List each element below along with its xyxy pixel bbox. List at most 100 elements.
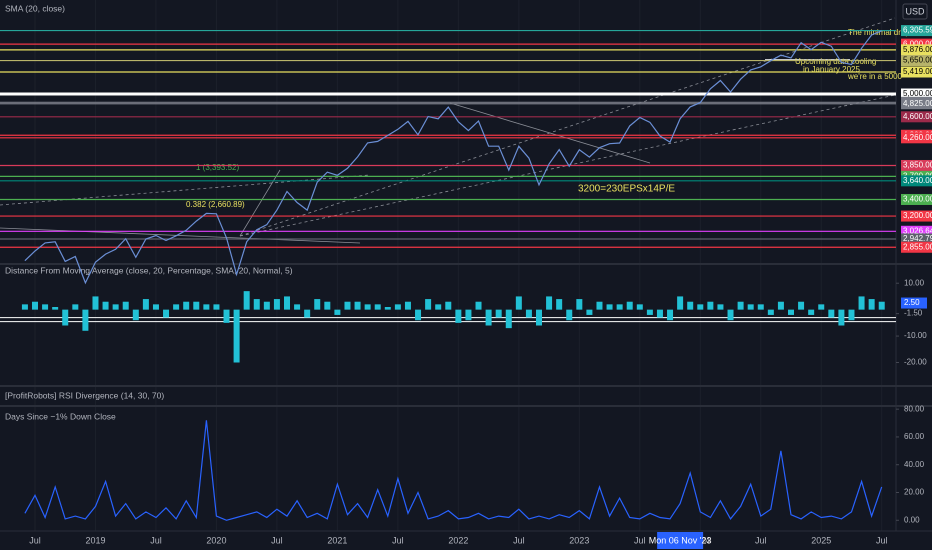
currency[interactable]: USD [905, 6, 925, 16]
bar [717, 304, 724, 310]
crosshair-label: Mon 06 Nov '23 [649, 535, 712, 545]
x-tick-label: 2023 [569, 535, 589, 545]
bar [203, 304, 210, 310]
price-label: 3,200.00 [903, 211, 932, 220]
bar [193, 301, 200, 310]
bar [475, 301, 482, 310]
bar [596, 301, 603, 310]
bar [777, 301, 784, 310]
x-tick-label: Jul [271, 535, 283, 545]
annotation: Upcoming data cooling [795, 57, 876, 66]
x-tick-label: Jul [634, 535, 646, 545]
price-label-box [901, 132, 932, 144]
bar [284, 296, 290, 310]
crosshair-box [657, 532, 704, 549]
y-tick-label: 60.00 [904, 432, 925, 441]
annotation: in January 2025 [803, 65, 860, 74]
bar [173, 304, 180, 310]
currency-box[interactable] [902, 3, 928, 20]
bar [465, 309, 472, 321]
x-tick-label: 2025 [811, 535, 831, 545]
bar [21, 304, 28, 310]
bar [294, 304, 301, 310]
bar [737, 301, 744, 310]
bar [536, 309, 542, 326]
bar [788, 309, 794, 315]
price-label-box [901, 55, 932, 67]
price-label: 4,825.00 [903, 99, 932, 108]
x-tick-label: Jul [755, 535, 767, 545]
price-label: 2,942.79 [903, 234, 932, 243]
price-label: 5,000.00 [903, 89, 932, 98]
bar [233, 309, 240, 363]
bar [213, 304, 220, 310]
bar [767, 309, 774, 315]
bar [152, 304, 159, 310]
bar [324, 301, 331, 310]
annotation: 1 (3,393.52) [196, 163, 239, 172]
price-label-box [901, 88, 932, 100]
bar [858, 296, 865, 310]
x-tick-label: 2021 [327, 535, 347, 545]
price-label-box [901, 241, 932, 253]
price-label: 4,260.00 [903, 133, 932, 142]
bar [253, 299, 260, 310]
y-tick-label: 20.00 [904, 488, 925, 497]
x-tick-label: 2022 [448, 535, 468, 545]
bar [183, 301, 190, 310]
indicator-label: Days Since −1% Down Close [5, 411, 116, 421]
bar [838, 309, 845, 326]
bar [636, 304, 643, 310]
price-label-box [901, 111, 932, 123]
price-label-box [901, 66, 932, 78]
y-tick-label: -10.00 [904, 331, 927, 340]
bar [616, 304, 623, 310]
bar [697, 304, 704, 310]
bar [415, 309, 422, 321]
bar [273, 299, 280, 310]
price-label-box [901, 175, 932, 187]
price-label: 4,600.00 [903, 112, 932, 121]
annotation: 0.382 (2,660.89) [186, 200, 245, 209]
bar [576, 299, 583, 310]
bar [304, 309, 311, 318]
y-tick-label: 0.00 [904, 515, 920, 524]
bar [42, 304, 49, 310]
bar [626, 301, 633, 310]
bar [32, 301, 38, 310]
bar [374, 304, 381, 310]
price-label: 2,855.00 [903, 242, 932, 251]
bar [878, 301, 885, 310]
price-label-box [901, 98, 932, 110]
x-tick-label: 2020 [206, 535, 226, 545]
price-label: 6,000.00 [903, 39, 932, 48]
bar [757, 304, 764, 310]
annotation: The minimal drop to [848, 28, 919, 37]
bar [818, 304, 825, 310]
price-label: 3,850.00 [903, 161, 932, 170]
bar [223, 309, 230, 323]
price-label-box [901, 159, 932, 171]
bar [546, 296, 553, 310]
price-label: 5,650.00 [903, 56, 932, 65]
bar [747, 304, 754, 310]
bar [364, 304, 371, 310]
price-label: 6,305.59 [903, 26, 932, 35]
bar [314, 299, 321, 310]
price-label-box [901, 210, 932, 222]
bar [425, 299, 432, 310]
price-label: 3,640.00 [903, 176, 932, 185]
bar [112, 304, 119, 310]
bar [404, 301, 411, 310]
y-tick-label: 2.50 [904, 298, 920, 307]
price-label-box [901, 233, 932, 245]
annotation: 3200=230EPSx14P/E [578, 184, 675, 195]
bar [92, 296, 99, 310]
x-tick-label: 2019 [85, 535, 105, 545]
bar [707, 301, 714, 310]
bar [142, 299, 149, 310]
bar [445, 301, 452, 310]
y-tick-label: 80.00 [904, 404, 925, 413]
bar [525, 309, 532, 318]
